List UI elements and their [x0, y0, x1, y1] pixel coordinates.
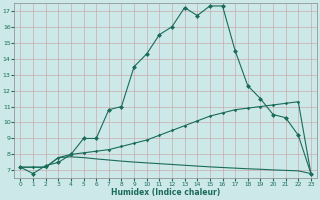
X-axis label: Humidex (Indice chaleur): Humidex (Indice chaleur) — [111, 188, 220, 197]
